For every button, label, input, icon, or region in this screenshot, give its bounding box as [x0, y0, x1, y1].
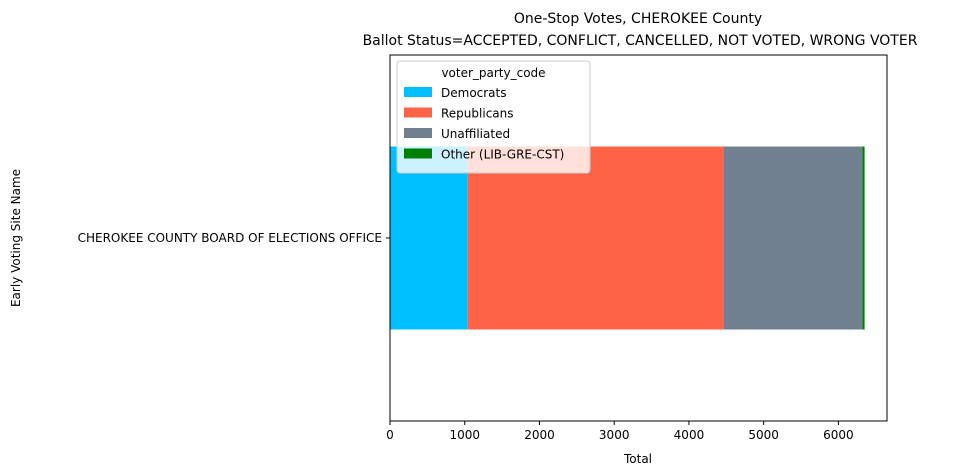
chart-title: One-Stop Votes, CHEROKEE County	[514, 11, 762, 27]
x-tick-label: 0	[386, 428, 394, 442]
legend-swatch	[404, 87, 432, 97]
bar-segment-other-lib-gre-cst	[862, 146, 865, 330]
legend-entry: Unaffiliated	[441, 127, 510, 141]
plot-area: CHEROKEE COUNTY BOARD OF ELECTIONS OFFIC…	[78, 54, 888, 442]
legend-box	[396, 60, 591, 174]
x-tick-label: 3000	[599, 428, 630, 442]
legend-title: voter_party_code	[441, 66, 545, 80]
x-tick-label: 4000	[674, 428, 705, 442]
x-tick-label: 2000	[524, 428, 555, 442]
x-axis-label: Total	[623, 452, 652, 466]
legend: voter_party_code Democrats Republicans Unaf…	[396, 60, 591, 174]
legend-entry: Republicans	[441, 107, 514, 121]
legend-entry: Democrats	[441, 86, 507, 100]
axes-frame	[389, 54, 888, 422]
x-tick-label: 6000	[823, 428, 854, 442]
x-tick-label: 5000	[748, 428, 779, 442]
bar-segment-democrats	[390, 146, 468, 330]
chart-subtitle: Ballot Status=ACCEPTED, CONFLICT, CANCEL…	[363, 33, 918, 49]
legend-swatch	[404, 107, 432, 118]
legend-entry: Other (LIB-GRE-CST)	[441, 148, 564, 162]
y-axis-label: Early Voting Site Name	[9, 169, 23, 307]
legend-swatch	[404, 128, 432, 138]
y-tick-label: CHEROKEE COUNTY BOARD OF ELECTIONS OFFIC…	[78, 231, 382, 245]
legend-swatch	[404, 148, 432, 159]
bar-segment-republicans	[467, 146, 724, 330]
x-tick-label: 1000	[449, 428, 480, 442]
bar-segment-unaffiliated	[723, 146, 863, 330]
